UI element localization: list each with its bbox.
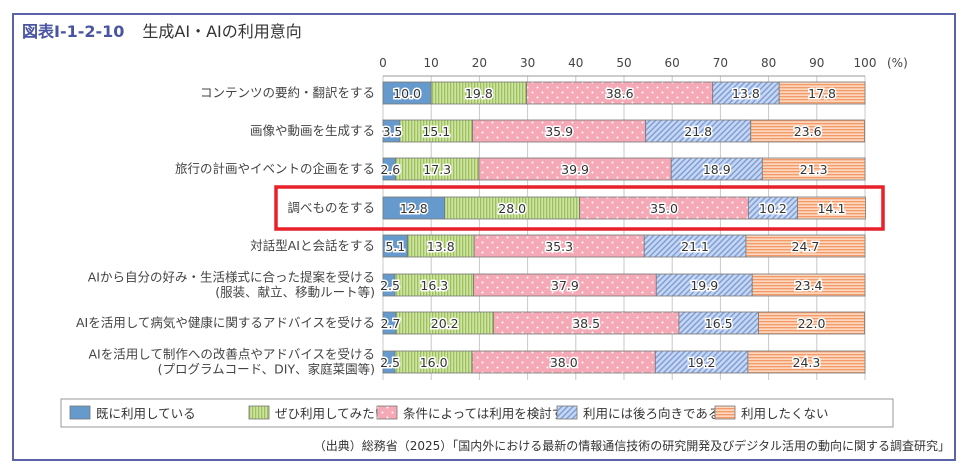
category-label: AIから自分の好み・生活様式に合った提案を受ける [88, 270, 375, 285]
data-label: 37.9 [551, 278, 579, 293]
highlight-box [274, 185, 885, 231]
legend-swatch [556, 405, 578, 420]
bar-segment [750, 119, 865, 143]
legend-label: 利用したくない [741, 406, 829, 421]
data-label: 17.8 [808, 86, 836, 101]
data-label: 23.6 [794, 124, 822, 139]
x-tick-label: 60 [665, 56, 680, 70]
data-label: 2.5 [380, 355, 400, 370]
category-label: (服装、献立、移動ルート等) [215, 285, 375, 300]
category-label: (プログラムコード、DIY、家庭菜園等) [158, 362, 375, 377]
data-label: 18.9 [703, 162, 731, 177]
legend-label: ぜひ利用してみたい [275, 406, 387, 421]
figure-title: 図表Ⅰ-1-2-10 生成AI・AIの利用意向 [22, 18, 302, 42]
data-label: 19.8 [465, 86, 493, 101]
x-tick-label: 70 [713, 56, 728, 70]
category-label: AIを活用して病気や健康に関するアドバイスを受ける [76, 315, 375, 330]
data-label: 23.4 [795, 278, 823, 293]
data-label: 38.5 [572, 316, 600, 331]
data-label: 16.3 [420, 278, 448, 293]
data-label: 21.1 [681, 239, 709, 254]
figure-title-text: 生成AI・AIの利用意向 [142, 22, 302, 41]
data-label: 15.1 [422, 124, 450, 139]
legend-swatch [376, 405, 398, 420]
data-label: 22.0 [798, 316, 826, 331]
category-label: 対話型AIと会話をする [250, 238, 375, 253]
legend-box [60, 398, 894, 428]
category-label: 旅行の計画やイベントの企画をする [175, 161, 375, 176]
source-note: （出典）総務省（2025）「国内外における最新の情報通信技術の研究開発及びデジタ… [313, 439, 950, 453]
x-unit-label: (%) [887, 56, 908, 70]
bar-segment [758, 311, 865, 335]
figure-number: 図表Ⅰ-1-2-10 [22, 22, 125, 41]
legend-swatch [248, 405, 270, 420]
data-label: 38.6 [606, 86, 634, 101]
legend-label: 既に利用している [96, 406, 196, 421]
data-label: 19.9 [690, 278, 718, 293]
x-tick-label: 0 [379, 56, 387, 70]
data-label: 3.5 [382, 124, 402, 139]
legend-label: 利用には後ろ向きである [583, 406, 720, 421]
data-label: 2.5 [380, 278, 400, 293]
bar-segment [745, 234, 866, 258]
legend-swatch [69, 405, 91, 420]
x-tick-label: 80 [761, 56, 776, 70]
bar-segment [761, 157, 866, 181]
data-label: 19.2 [688, 355, 716, 370]
data-label: 16.0 [420, 355, 448, 370]
category-label: AIを活用して制作への改善点やアドバイスを受ける [89, 347, 376, 362]
bar-segment [747, 350, 866, 374]
data-label: 12.8 [400, 201, 428, 216]
data-label: 38.0 [550, 355, 578, 370]
data-label: 35.9 [545, 124, 573, 139]
data-label: 13.8 [427, 239, 455, 254]
data-label: 2.6 [380, 162, 400, 177]
category-label: コンテンツの要約・翻訳をする [200, 85, 375, 100]
legend-swatch [714, 405, 736, 420]
x-tick-label: 10 [424, 56, 439, 70]
data-label: 21.3 [800, 162, 828, 177]
data-label: 16.5 [705, 316, 733, 331]
data-label: 39.9 [561, 162, 589, 177]
x-tick-label: 20 [472, 56, 487, 70]
data-label: 13.8 [732, 86, 760, 101]
category-label: 調べものをする [287, 200, 375, 215]
data-label: 35.0 [650, 201, 678, 216]
data-label: 24.3 [793, 355, 821, 370]
bar-segment [778, 81, 866, 105]
data-label: 17.3 [423, 162, 451, 177]
category-label: 画像や動画を生成する [250, 123, 375, 138]
figure-frame [12, 13, 956, 461]
data-label: 2.7 [381, 316, 401, 331]
data-label: 10.0 [393, 86, 421, 101]
data-label: 35.3 [545, 239, 573, 254]
data-label: 24.7 [792, 239, 820, 254]
data-label: 20.2 [431, 316, 459, 331]
legend-label: 条件によっては利用を検討する [403, 406, 577, 421]
x-tick-label: 30 [520, 56, 535, 70]
data-label: 5.1 [385, 239, 405, 254]
x-tick-label: 40 [568, 56, 583, 70]
x-tick-label: 100 [854, 56, 877, 70]
x-tick-label: 50 [616, 56, 631, 70]
data-label: 28.0 [498, 201, 526, 216]
bar-segment [751, 273, 866, 297]
data-label: 14.1 [818, 201, 846, 216]
data-label: 10.2 [759, 201, 787, 216]
bar-segment [797, 196, 866, 220]
data-label: 21.8 [684, 124, 712, 139]
x-tick-label: 90 [809, 56, 824, 70]
